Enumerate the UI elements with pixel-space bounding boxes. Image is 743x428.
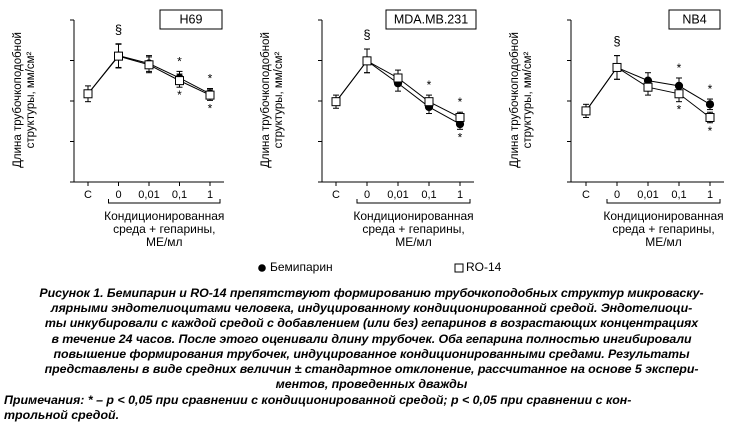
ro14-point xyxy=(674,89,684,99)
x-tick-label: 1 xyxy=(707,189,713,201)
caption-line: ментов, проведенных дважды xyxy=(275,377,468,392)
panel-label-box xyxy=(159,9,223,30)
caption-line: представлены в виде средних величин ± ст… xyxy=(44,362,699,377)
panel-label-box xyxy=(385,9,477,30)
x-axis-label: среда + гепарины, xyxy=(113,222,215,236)
x-tick-label: 0,1 xyxy=(671,189,686,201)
caption-line: ты инкубировали с каждой средой с добавл… xyxy=(44,316,699,331)
notes-line: трольной средой. xyxy=(4,408,120,423)
x-tick-label: 0,01 xyxy=(387,189,408,201)
control-point xyxy=(83,89,93,99)
y-axis-label: структуры, мм/см² xyxy=(273,51,285,148)
x-axis-label: Кондиционированная xyxy=(353,209,473,223)
panel-label: MDA.MB.231 xyxy=(394,12,468,26)
ro14-point xyxy=(643,82,653,92)
ro14-point xyxy=(455,112,465,122)
x-axis-label: МЕ/мл xyxy=(395,235,432,249)
x-bracket xyxy=(606,199,721,204)
ro14-point xyxy=(114,51,123,61)
x-tick-label: 0 xyxy=(115,189,121,201)
significance-star: * xyxy=(677,103,682,117)
significance-star: * xyxy=(427,78,432,92)
ro14-point xyxy=(205,90,215,100)
legend: Бемипарин RO-14 xyxy=(258,260,502,274)
ro14-point xyxy=(424,97,434,107)
figure: C 0 0,01 0,1 1 Кондиционированная среда + гепа… xyxy=(12,9,724,274)
panel-label: H69 xyxy=(180,12,203,26)
significance-star: * xyxy=(177,54,182,68)
ro14-point xyxy=(362,56,372,66)
legend-ro14-marker xyxy=(454,263,464,273)
significance-star: * xyxy=(208,72,213,86)
control-point xyxy=(581,106,591,116)
bemiparin-point xyxy=(705,100,715,109)
section-mark: § xyxy=(613,34,620,49)
x-tick-label: 0,1 xyxy=(172,189,187,201)
significance-star: * xyxy=(458,130,463,144)
y-axis-label: Длина трубочкоподобной xyxy=(12,32,24,168)
legend-bemiparin-label: Бемипарин xyxy=(270,260,333,274)
x-tick-label: 0,01 xyxy=(637,189,658,201)
x-tick-label: C xyxy=(582,189,590,201)
legend-ro14-label: RO-14 xyxy=(466,260,502,274)
notes-line: Примечания: * – p < 0,05 при сравнении с… xyxy=(4,393,632,407)
significance-star: * xyxy=(708,124,713,138)
x-bracket xyxy=(356,199,471,204)
x-tick-label: 0 xyxy=(364,189,370,201)
x-bracket xyxy=(108,199,221,204)
caption-line: повышение формирования трубочек, индуцир… xyxy=(53,346,690,361)
figure-caption: Рисунок 1. Бемипарин и RO-14 препятствую… xyxy=(4,286,739,392)
caption-title: Рисунок 1. Бемипарин и RO-14 препятствую… xyxy=(39,286,704,300)
significance-star: * xyxy=(458,95,463,109)
ro14-point xyxy=(705,112,715,122)
caption-line: лярными эндотелиоцитами человека, индуци… xyxy=(50,301,693,316)
y-axis-label: структуры, мм/см² xyxy=(522,51,534,148)
ro14-point xyxy=(175,76,184,86)
ro14-point xyxy=(144,60,154,70)
control-point xyxy=(331,97,341,107)
panel-label-box xyxy=(668,9,721,30)
caption-line: в течение 24 часов. После этого оценивал… xyxy=(51,331,692,346)
x-axis-label: Кондиционированная xyxy=(603,209,723,223)
significance-star: * xyxy=(677,61,682,75)
x-tick-label: 0,01 xyxy=(138,189,159,201)
bemiparin-point xyxy=(674,81,684,90)
section-mark: § xyxy=(115,22,122,37)
ro14-point xyxy=(393,73,403,83)
y-axis-label: Длина трубочкоподобной xyxy=(509,32,521,168)
legend-bemiparin-marker xyxy=(258,264,266,272)
y-axis-label: Длина трубочкоподобной xyxy=(260,32,272,168)
significance-star: * xyxy=(708,82,713,96)
figure-notes: Примечания: * – p < 0,05 при сравнении с… xyxy=(4,393,739,423)
x-tick-label: 1 xyxy=(457,189,463,201)
y-axis-label: структуры, мм/см² xyxy=(25,51,37,148)
x-tick-label: 0,1 xyxy=(421,189,436,201)
x-axis-label: среда + гепарины, xyxy=(362,222,464,236)
panel-label: NB4 xyxy=(682,12,706,26)
x-axis-label: МЕ/мл xyxy=(645,235,682,249)
section-mark: § xyxy=(363,27,370,42)
x-tick-label: 0 xyxy=(614,189,620,201)
ro14-point xyxy=(612,62,622,72)
x-tick-label: C xyxy=(84,189,92,201)
x-tick-label: 1 xyxy=(207,189,213,201)
x-tick-label: C xyxy=(332,189,340,201)
x-axis-label: МЕ/мл xyxy=(146,235,183,249)
significance-star: * xyxy=(208,101,213,115)
x-axis-label: Кондиционированная xyxy=(104,209,224,223)
significance-star: * xyxy=(177,88,182,102)
x-axis-label: среда + гепарины, xyxy=(612,222,714,236)
